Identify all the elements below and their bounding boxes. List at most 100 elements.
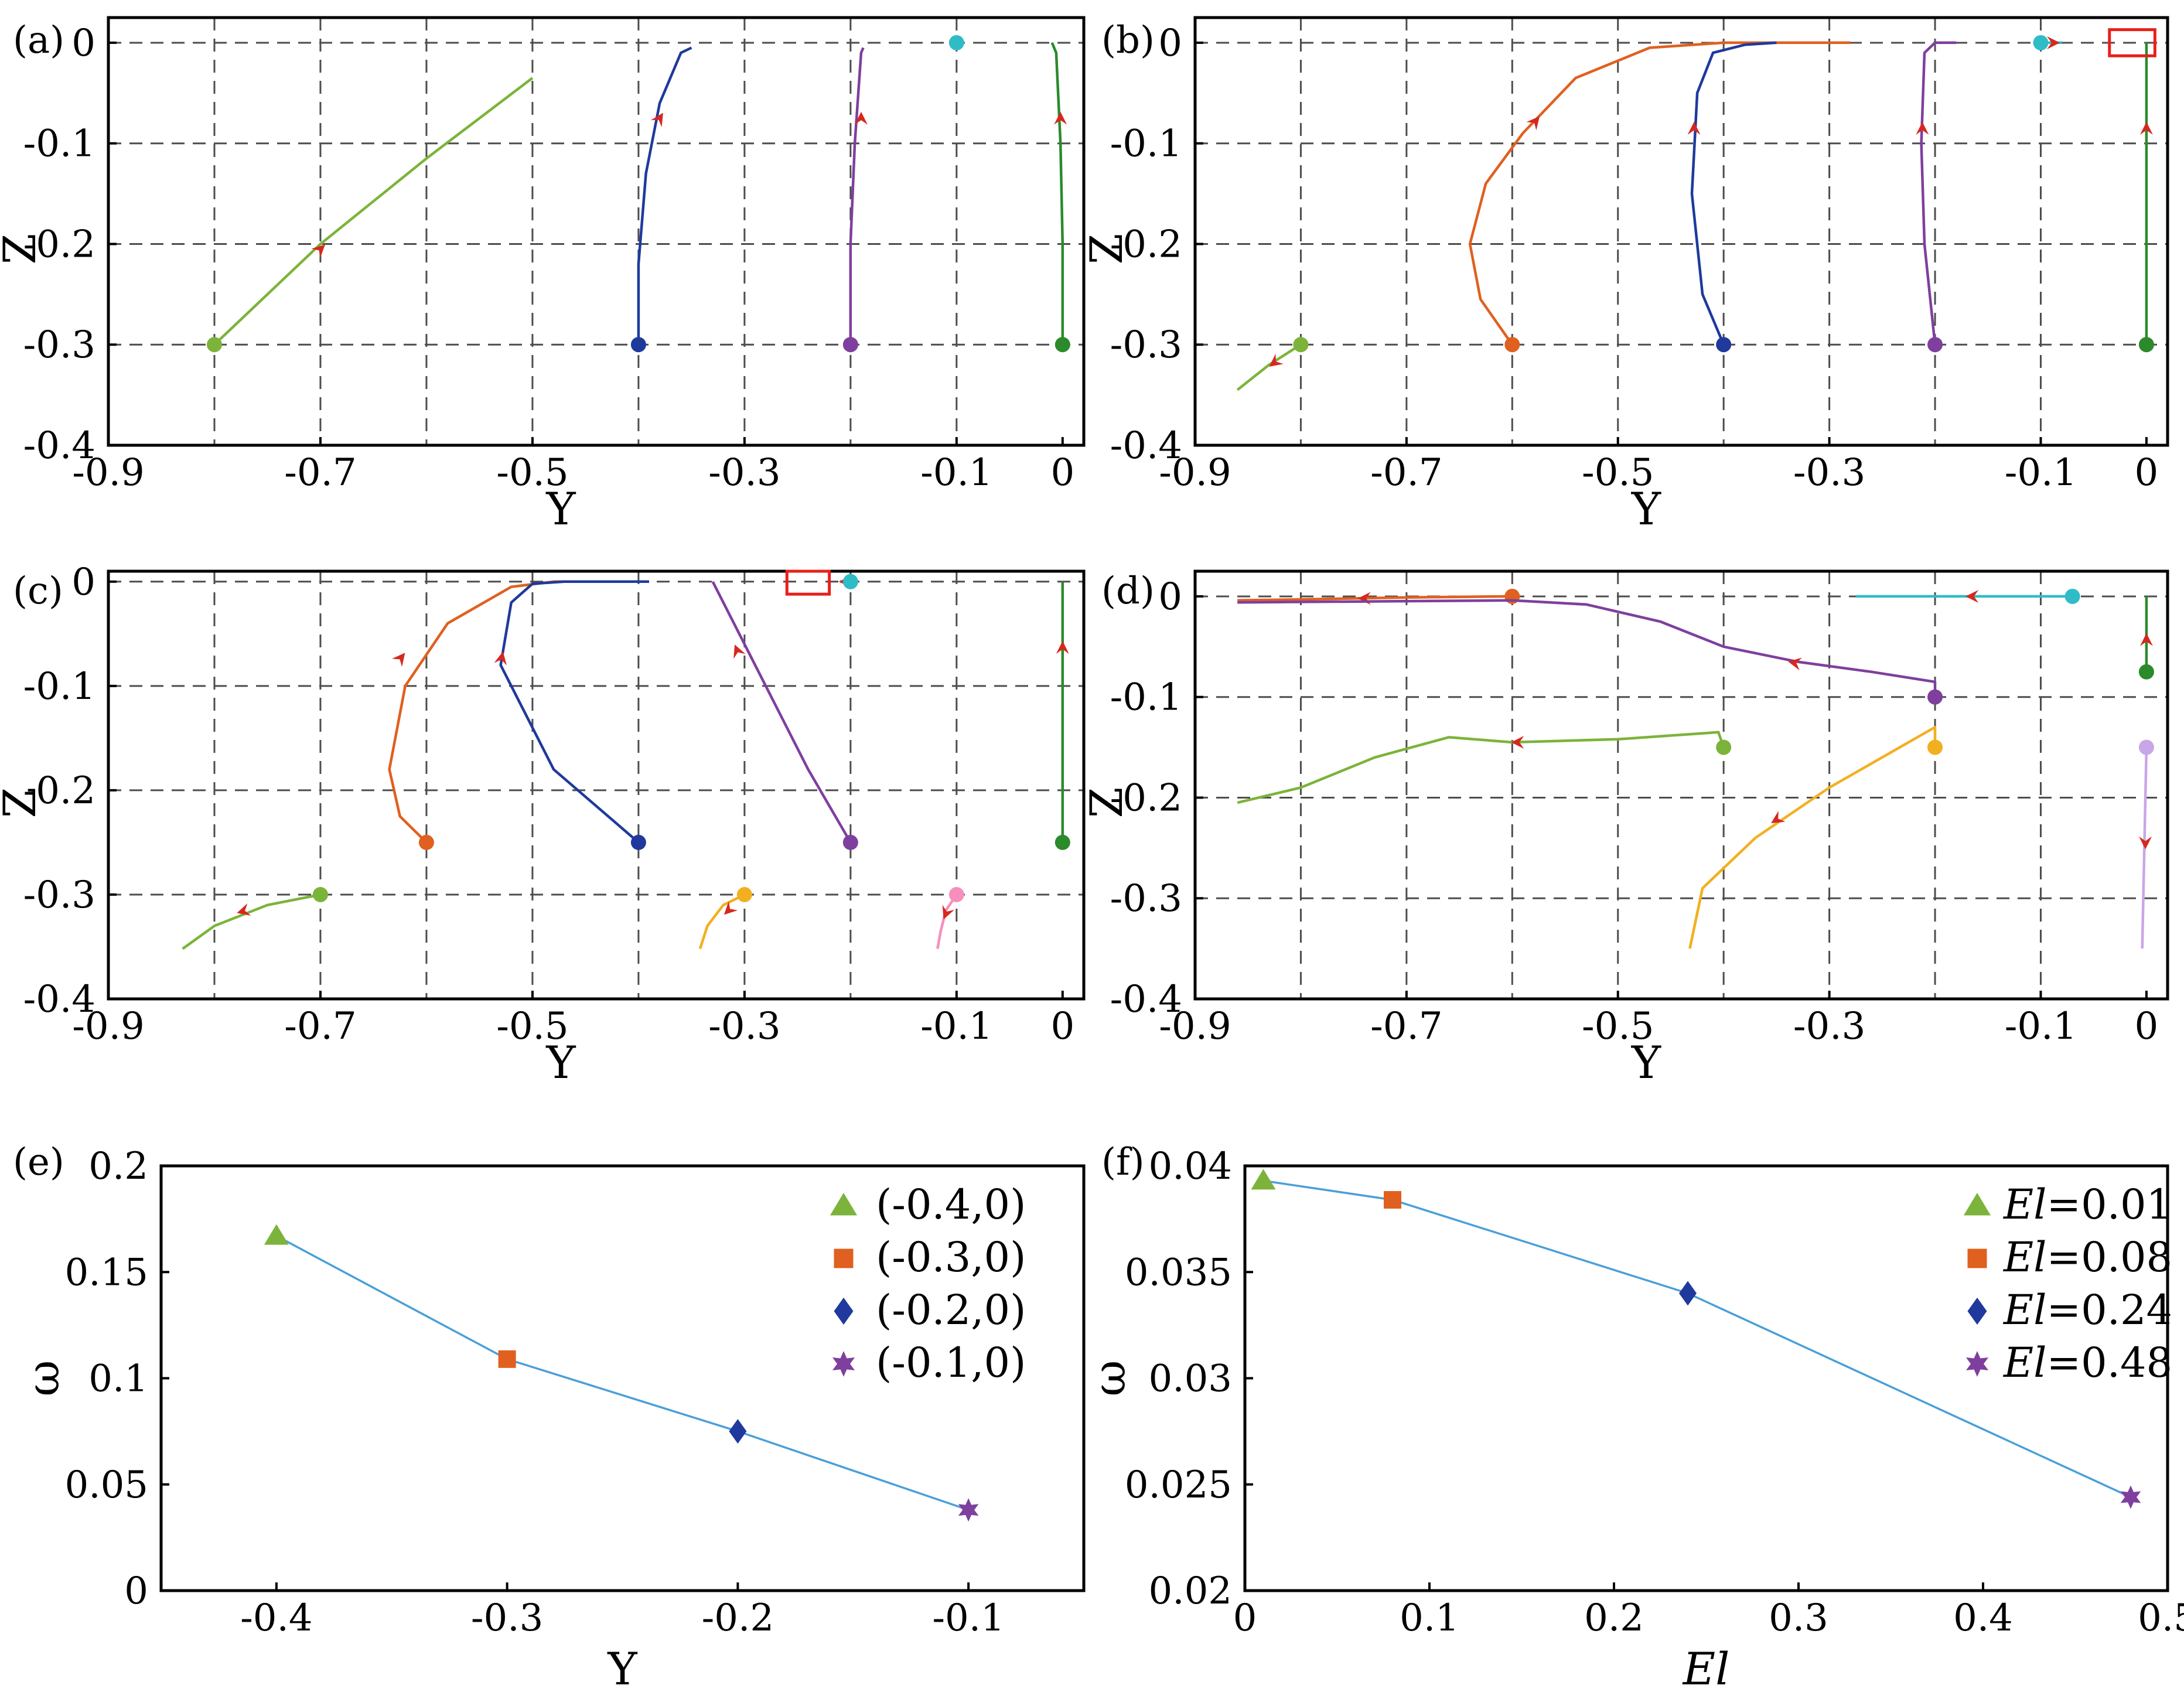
- start-point-marker: [1055, 337, 1070, 353]
- x-tick-label: -0.3: [708, 451, 780, 494]
- trajectory-line: [711, 581, 852, 844]
- start-point-marker: [842, 337, 858, 353]
- start-point-marker: [1716, 739, 1732, 755]
- y-tick-label: -0.4: [1110, 424, 1182, 468]
- x-tick-label: -0.5: [1582, 1005, 1654, 1048]
- x-tick-label: 0: [2135, 451, 2159, 494]
- legend-entry: (-0.1,0): [876, 1339, 1026, 1387]
- y-tick-label: -0.1: [23, 122, 95, 166]
- x-axis-label: Y: [545, 483, 576, 535]
- trajectory-line: [1236, 343, 1302, 391]
- x-axis-label: Y: [607, 1643, 637, 1695]
- x-tick-label: -0.7: [284, 451, 356, 494]
- x-tick-label: -0.1: [920, 1005, 992, 1048]
- x-tick-label: 0.3: [1769, 1596, 1828, 1640]
- x-tick-label: -0.2: [702, 1596, 774, 1640]
- x-tick-label: -0.9: [72, 1005, 144, 1048]
- start-point-marker: [1927, 739, 1943, 755]
- x-tick-label: -0.1: [932, 1596, 1004, 1640]
- y-tick-label: 0.2: [88, 1145, 148, 1188]
- direction-arrow: [2139, 633, 2153, 646]
- x-tick-label: -0.1: [2005, 451, 2077, 494]
- x-tick-label: 0: [1050, 1005, 1074, 1048]
- zoom-region-box: [785, 569, 831, 596]
- panel-label: (d): [1101, 569, 1155, 613]
- legend-value: =0.01: [2047, 1181, 2173, 1229]
- x-tick-label: -0.3: [708, 1005, 780, 1048]
- legend-entry: El=0.48: [2002, 1339, 2172, 1387]
- y-tick-label: 0.04: [1149, 1145, 1233, 1188]
- direction-arrow: [854, 111, 868, 125]
- legend-entry: El=0.24: [2002, 1286, 2172, 1334]
- legend-marker-triangle: [830, 1193, 858, 1216]
- trajectory-line: [698, 893, 745, 950]
- data-point-diamond: [1679, 1281, 1697, 1306]
- y-tick-label: 0: [1158, 22, 1182, 65]
- x-axis-label: El: [1682, 1643, 1730, 1695]
- legend-entry: (-0.4,0): [876, 1181, 1026, 1229]
- direction-arrow: [1788, 657, 1802, 671]
- y-tick-label: -0.1: [23, 665, 95, 708]
- y-tick-label: 0: [124, 1570, 148, 1613]
- x-tick-label: 0: [1050, 451, 1074, 494]
- legend-value: =0.08: [2047, 1233, 2173, 1281]
- start-point-marker: [2138, 664, 2154, 680]
- panel-c: (c) -0.9 -0.7 -0.5 -0.3 -0.1 0 0 -0.1 -0.2 -0.3 -0.…: [0, 561, 1086, 1089]
- legend-value: =0.48: [2047, 1339, 2173, 1387]
- y-tick-label: 0.035: [1125, 1251, 1232, 1294]
- x-tick-label: -0.1: [2005, 1005, 2077, 1048]
- start-point-marker: [736, 886, 752, 902]
- zoom-region-box: [2108, 28, 2156, 57]
- start-point-marker: [842, 574, 858, 589]
- y-tick-label: -0.2: [1110, 776, 1182, 820]
- legend-value: =0.24: [2047, 1286, 2173, 1334]
- start-point-marker: [2064, 588, 2080, 604]
- start-point-marker: [1504, 337, 1520, 353]
- x-tick-label: -0.7: [1370, 451, 1442, 494]
- direction-arrow: [392, 653, 405, 667]
- y-tick-label: 0.025: [1125, 1463, 1232, 1507]
- y-tick-label: -0.1: [1110, 122, 1182, 166]
- plot-frame: [107, 569, 1086, 1001]
- data-point-triangle: [1251, 1169, 1276, 1190]
- start-point-marker: [630, 337, 646, 353]
- start-point-marker: [418, 834, 434, 850]
- trajectory-line: [1690, 41, 1777, 346]
- trajectory-line: [2141, 747, 2148, 949]
- trajectory-line: [1688, 725, 1937, 949]
- trajectory-line: [1468, 41, 1851, 346]
- x-axis-label: Y: [545, 1036, 576, 1089]
- start-point-marker: [1716, 337, 1732, 353]
- legend-entry: El=0.08: [2002, 1233, 2172, 1281]
- x-tick-label: -0.5: [1582, 451, 1654, 494]
- direction-arrow: [724, 901, 738, 915]
- y-axis-label: ω: [17, 1360, 69, 1397]
- legend-marker-star: [1965, 1351, 1989, 1377]
- y-tick-label: 0: [71, 22, 95, 65]
- legend-entry: (-0.3,0): [876, 1233, 1026, 1281]
- trajectory-line: [182, 893, 321, 950]
- x-tick-label: -0.3: [1793, 451, 1865, 494]
- legend-entry: El=0.01: [2002, 1181, 2172, 1229]
- direction-arrow: [1965, 589, 1979, 603]
- direction-arrow: [1771, 811, 1786, 824]
- y-tick-label: -0.4: [23, 978, 95, 1021]
- panel-f: (f) 0 0.1 0.2 0.3 0.4 0.5 0.02 0.025 0.03 0.035 0.0…: [1083, 1141, 2184, 1695]
- x-tick-label: -0.3: [471, 1596, 543, 1640]
- direction-arrow: [2139, 121, 2153, 135]
- trajectory-line: [213, 77, 534, 346]
- y-tick-label: 0: [71, 561, 95, 604]
- x-tick-label: 0.4: [1953, 1596, 2013, 1640]
- start-point-marker: [1055, 834, 1070, 850]
- direction-arrow: [650, 112, 663, 127]
- direction-arrow: [1687, 121, 1701, 135]
- y-tick-label: -0.3: [1110, 877, 1182, 920]
- trajectory-line: [637, 46, 692, 345]
- legend-prefix: El: [2002, 1181, 2047, 1229]
- start-point-marker: [948, 886, 964, 902]
- data-point-square: [498, 1350, 516, 1368]
- start-point-marker: [206, 337, 222, 353]
- data-point-square: [1384, 1191, 1401, 1209]
- start-point-marker: [2138, 739, 2154, 755]
